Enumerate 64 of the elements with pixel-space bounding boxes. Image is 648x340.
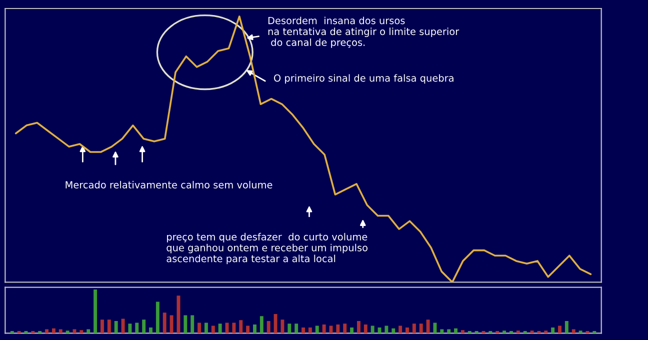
bar (343, 324, 347, 334)
bar (378, 328, 382, 334)
bar (302, 328, 305, 334)
bar (502, 330, 506, 334)
bar (460, 330, 464, 334)
bar (121, 318, 125, 334)
bar (218, 324, 222, 334)
bar (107, 320, 111, 334)
bar (356, 320, 360, 334)
bar (454, 328, 458, 334)
bar (156, 302, 160, 334)
bar (364, 324, 368, 334)
bar (135, 322, 139, 334)
bar (204, 322, 208, 334)
bar (190, 315, 194, 334)
bar (433, 322, 437, 334)
bar (280, 320, 284, 334)
bar (350, 328, 354, 334)
bar (336, 324, 340, 334)
bar (66, 330, 70, 334)
bar (551, 328, 555, 334)
bar (288, 324, 292, 334)
bar (266, 320, 270, 334)
bar (294, 324, 298, 334)
bar (239, 320, 243, 334)
bar (384, 326, 388, 334)
bar (530, 330, 534, 334)
bar (370, 326, 374, 334)
bar (142, 320, 146, 334)
bar (80, 330, 84, 334)
bar (246, 326, 250, 334)
bar (94, 289, 98, 334)
bar (162, 312, 166, 334)
bar (398, 326, 402, 334)
annotation: Desordem insana dos ursos na tentativa de atingir o limite superior do canal de preços. (268, 16, 460, 48)
bar (578, 330, 582, 334)
bar (253, 324, 256, 334)
bar (308, 328, 312, 334)
bar (100, 320, 104, 334)
bar (412, 324, 416, 334)
bar (114, 320, 118, 334)
bar (232, 322, 236, 334)
bar (260, 316, 264, 334)
bar (315, 326, 319, 334)
bar (419, 324, 423, 334)
bar (149, 328, 152, 334)
bar (426, 320, 430, 334)
bar (564, 320, 568, 334)
bar (544, 330, 548, 334)
annotation: preço tem que desfazer do curto volume que ganhou ontem e receber um impulso ascendente para testar a alta local (166, 232, 368, 264)
annotation: O primeiro sinal de uma falsa quebra (274, 74, 454, 84)
bar (406, 328, 409, 334)
annotation: Mercado relativamente calmo sem volume (66, 180, 272, 188)
bar (211, 326, 215, 334)
bar (516, 330, 520, 334)
bar (392, 328, 396, 334)
bar (274, 314, 278, 334)
bar (170, 315, 174, 334)
bar (198, 322, 202, 334)
bar (52, 328, 56, 334)
bar (322, 324, 326, 334)
bar (184, 315, 188, 334)
bar (128, 324, 132, 334)
bar (558, 326, 562, 334)
